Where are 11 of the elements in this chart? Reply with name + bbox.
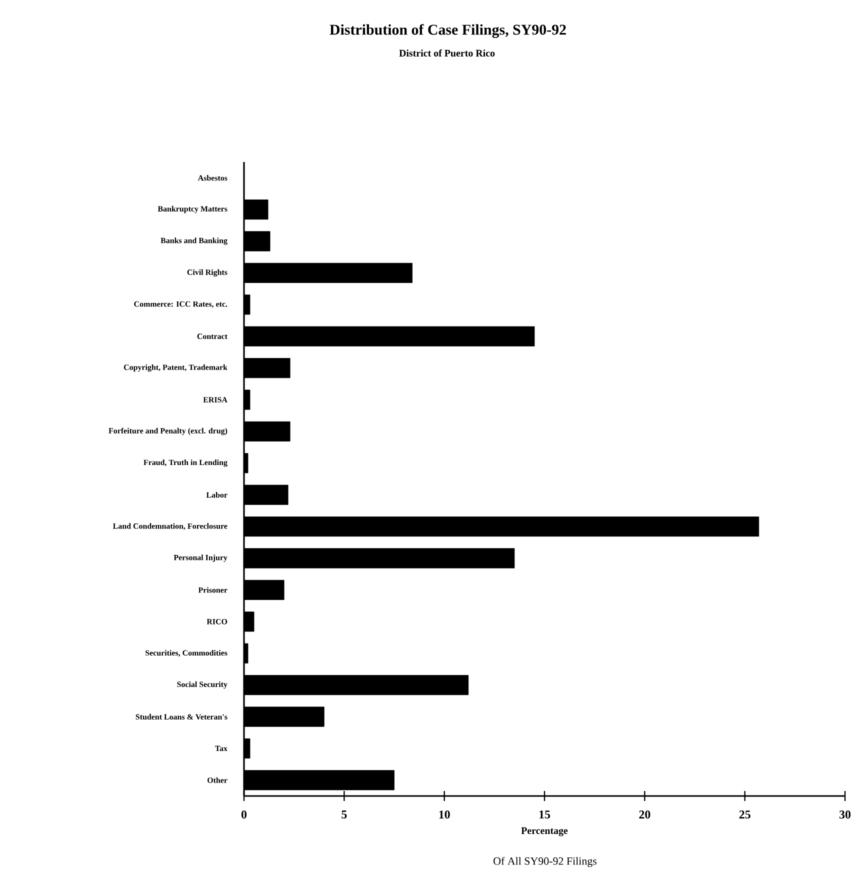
- x-axis-title: Percentage: [521, 827, 568, 836]
- chart-title: Distribution of Case Filings, SY90-92: [330, 24, 566, 38]
- x-tick-label: 20: [639, 810, 650, 819]
- x-tick-label: 5: [342, 810, 347, 818]
- text: Of All SY90-92 Filings: [493, 856, 596, 868]
- x-tick-label: 10: [439, 810, 450, 819]
- chart-subtitle: District of Puerto Rico: [399, 49, 494, 57]
- x-tick-label: 30: [839, 810, 850, 819]
- x-tick-label: 25: [739, 810, 750, 819]
- x-tick-label: 0: [241, 810, 246, 819]
- x-tick-label: 15: [539, 810, 550, 819]
